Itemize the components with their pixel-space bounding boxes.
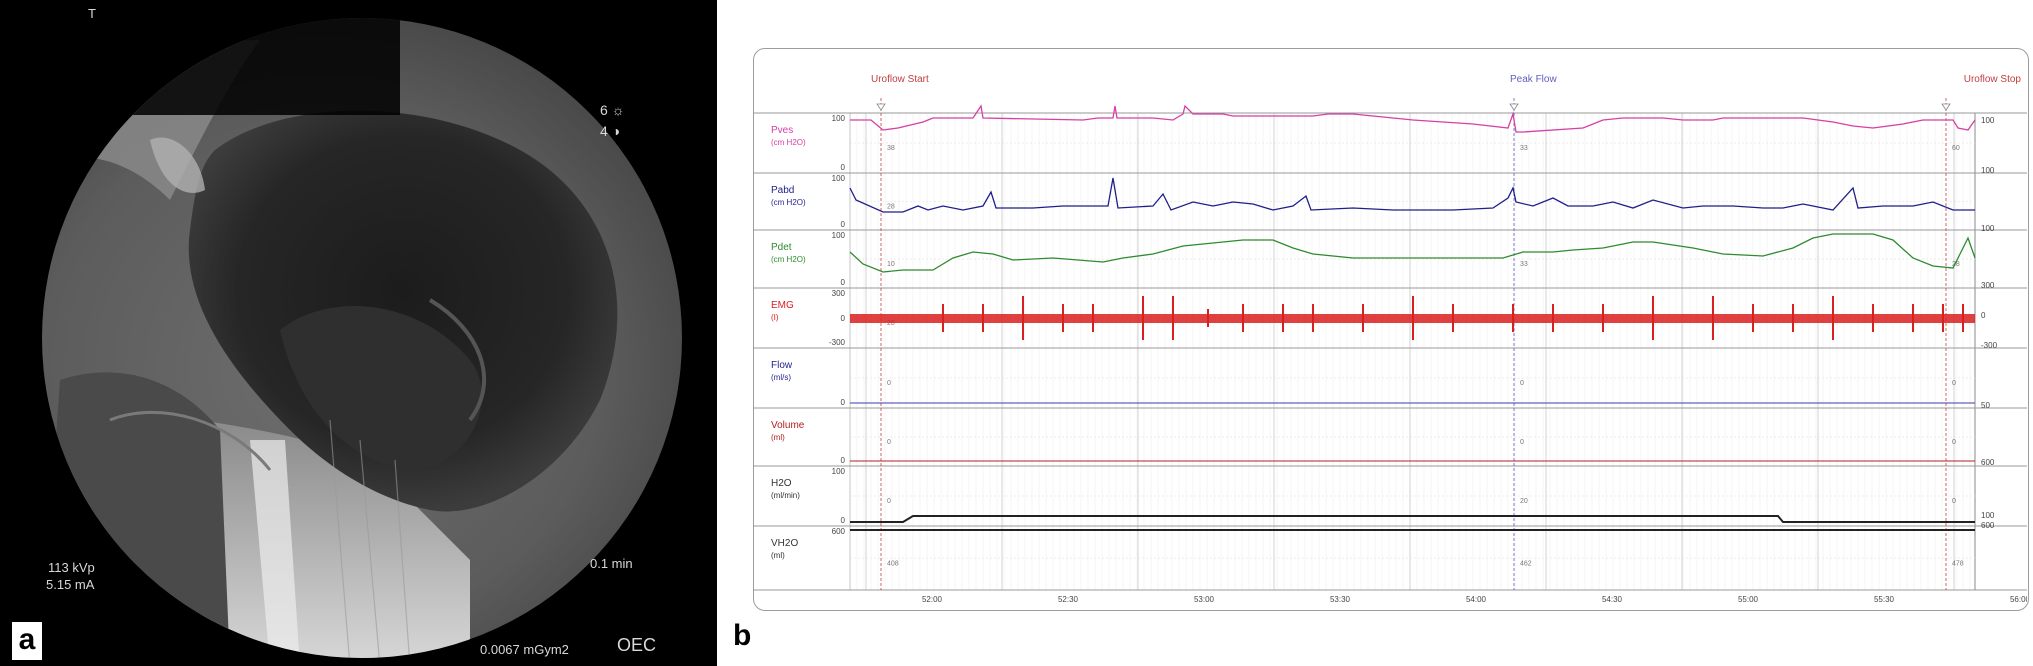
time-tick-label: 53:30: [1330, 595, 1351, 604]
event-marker-label: Uroflow Stop: [1964, 74, 2022, 85]
time-tick-label: 54:30: [1602, 595, 1623, 604]
scale-top-label: 100: [832, 174, 846, 183]
contrast-level: 4: [600, 123, 608, 139]
time-tick-label: 55:00: [1738, 595, 1759, 604]
channel-unit: (cm H2O): [771, 138, 806, 147]
right-scale-label: 600: [1981, 458, 1995, 467]
scale-top-label: 300: [832, 289, 846, 298]
scale-bottom-label: 0: [841, 278, 846, 287]
kvp-readout: 113 kVp: [48, 560, 95, 575]
channel-unit: (ml/s): [771, 373, 791, 382]
scale-bottom-label: 0: [841, 398, 846, 407]
right-scale-label: 50: [1981, 401, 1990, 410]
panel-letter-b: b: [733, 619, 752, 652]
time-tick-label: 52:00: [922, 595, 943, 604]
marker-value-label: 0: [887, 380, 891, 387]
marker-value-label: 0: [1520, 439, 1524, 446]
marker-value-label: 462: [1520, 561, 1532, 568]
half-circle-contrast-icon: ◑: [611, 123, 621, 139]
marker-value-label: 60: [1952, 145, 1960, 152]
channel-unit: (cm H2O): [771, 198, 806, 207]
marker-value-label: 0: [887, 439, 891, 446]
right-scale-label: 300: [1981, 281, 1995, 290]
h2o-trace: [850, 515, 1975, 523]
urodynamic-trace: Uroflow Start Peak Flow Uroflow Stop Pves (c…: [753, 74, 2027, 604]
fluoroscopy-image-panel: T 6 ☼ 4 ◑ 113 kVp 5.15 mA 0.1 min 0.0067…: [0, 0, 717, 666]
marker-value-label: 478: [1952, 561, 1964, 568]
marker-value-label: 0: [1952, 439, 1956, 446]
marker-value-label: 0: [1952, 380, 1956, 387]
scale-top-label: 100: [832, 467, 846, 476]
event-marker-label: Uroflow Start: [871, 74, 929, 85]
right-scale-label: -300: [1981, 341, 1998, 350]
marker-value-label: 20: [1520, 498, 1528, 505]
fluoro-time-readout: 0.1 min: [590, 556, 633, 571]
event-marker-arrow: [1509, 103, 1519, 111]
fluoroscopy-image: [0, 0, 717, 666]
scale-bottom-label: 0: [841, 456, 846, 465]
marker-value-label: 38: [887, 145, 895, 152]
time-tick-label: 56:00: [2010, 595, 2027, 604]
dose-readout: 0.0067 mGym2: [480, 642, 569, 657]
brightness-level: 6: [600, 102, 608, 118]
marker-value-label: 28: [887, 203, 895, 210]
marker-value-label: 0: [887, 498, 891, 505]
contrast-indicator: 4 ◑: [600, 124, 620, 139]
channel-name: EMG: [771, 300, 794, 311]
channel-name: Volume: [771, 420, 805, 431]
marker-value-label: 28: [1952, 261, 1960, 268]
pabd-trace: [849, 177, 1975, 213]
time-tick-label: 55:30: [1874, 595, 1895, 604]
scale-bottom-label: -300: [829, 338, 846, 347]
plot-area: [849, 112, 1976, 591]
time-tick-label: 52:30: [1058, 595, 1079, 604]
event-marker-label: Peak Flow: [1510, 74, 1557, 85]
ma-readout: 5.15 mA: [46, 577, 95, 592]
channel-name: Pabd: [771, 185, 794, 196]
sun-brightness-icon: ☼: [611, 102, 625, 118]
scale-bottom-label: 0: [841, 163, 846, 172]
scale-top-label: 100: [832, 231, 846, 240]
right-scale-label: 100: [1981, 116, 1995, 125]
scale-top-label: 600: [832, 527, 846, 536]
orientation-marker: T: [88, 6, 96, 21]
scale-mid-label: 0: [841, 314, 846, 323]
channel-unit: (ml/min): [771, 491, 800, 500]
right-scale-label: 600: [1981, 521, 1995, 530]
scale-bottom-label: 0: [841, 220, 846, 229]
channel-unit: (cm H2O): [771, 255, 806, 264]
right-scale-label: 100: [1981, 166, 1995, 175]
panel-letter-a: a: [12, 622, 42, 660]
pves-trace: [850, 104, 1976, 133]
channel-unit: (I): [771, 313, 779, 322]
pdet-trace: [849, 233, 1976, 273]
marker-value-label: 10: [887, 261, 895, 268]
marker-value-label: 33: [1520, 261, 1528, 268]
channel-name: Pves: [771, 125, 793, 136]
event-marker-arrow: [876, 103, 886, 111]
marker-value-label: 28: [887, 320, 895, 327]
channel-name: Pdet: [771, 242, 792, 253]
right-scale-label: 100: [1981, 224, 1995, 233]
marker-value-label: 33: [1520, 145, 1528, 152]
channel-name: Flow: [771, 360, 793, 371]
time-tick-label: 54:00: [1466, 595, 1487, 604]
time-tick-label: 53:00: [1194, 595, 1215, 604]
marker-value-label: 0: [1952, 498, 1956, 505]
channel-name: H2O: [771, 478, 792, 489]
brand-logo: OEC: [617, 635, 657, 655]
marker-value-label: 0: [1520, 380, 1524, 387]
channel-unit: (ml): [771, 551, 785, 560]
marker-value-label: 408: [887, 561, 899, 568]
event-marker-arrow: [1941, 103, 1951, 111]
scale-top-label: 100: [832, 114, 846, 123]
brightness-indicator: 6 ☼: [600, 103, 625, 118]
channel-name: VH2O: [771, 538, 798, 549]
right-scale-label: 100: [1981, 511, 1995, 520]
channel-unit: (ml): [771, 433, 785, 442]
scale-bottom-label: 0: [841, 516, 846, 525]
right-scale-label: 0: [1981, 311, 1986, 320]
